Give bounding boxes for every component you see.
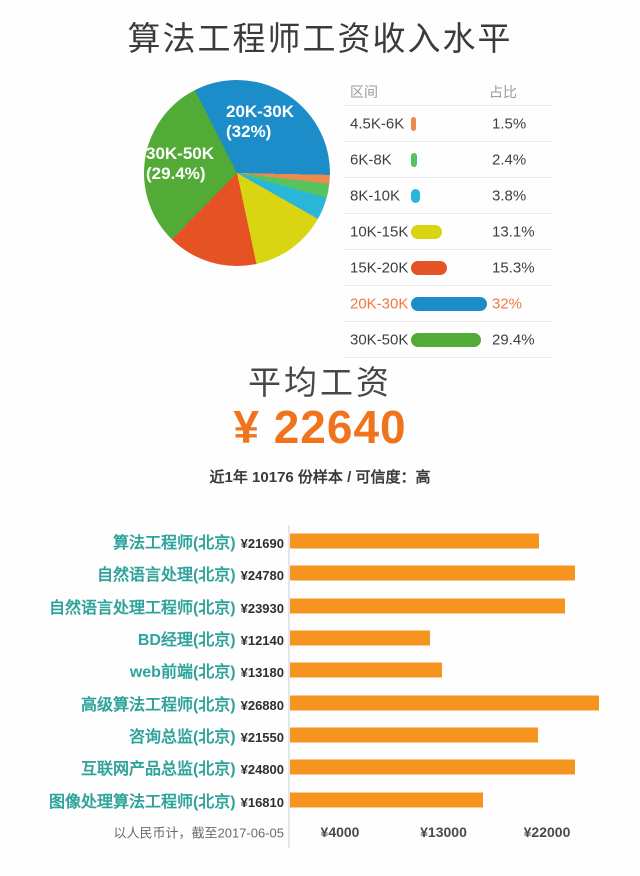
job-label: 自然语言处理(北京) ¥24780 [97,561,284,585]
job-label: 图像处理算法工程师(北京) ¥16810 [49,788,284,812]
share-value: 32% [492,295,523,312]
bar-row: 图像处理算法工程师(北京) ¥16810 [0,783,640,815]
x-axis-tick: ¥22000 [523,824,571,840]
share-pill [411,296,487,311]
range-label: 4.5K-6K [350,115,405,132]
x-axis-tick: ¥13000 [420,824,467,840]
average-salary-amount: ¥ 22640 [233,401,407,453]
share-pill [411,332,481,347]
bar-row: 互联网产品总监(北京) ¥24800 [0,751,640,783]
salary-distribution-pie-chart: 20K-30K (32%) 30K-50K (29.4%) [144,80,330,266]
job-salary-value: ¥16810 [240,794,284,810]
job-label: web前端(北京) ¥13180 [130,658,284,682]
share-pill [411,152,417,167]
range-label: 8K-10K [350,187,401,204]
salary-range-row: 4.5K-6K 1.5% [344,106,552,142]
salary-range-row: 20K-30K 32% [344,286,552,322]
job-salary-value: ¥24780 [240,568,284,584]
share-value: 29.4% [492,331,535,348]
job-salary-value: ¥26880 [240,697,284,713]
share-pill [411,116,416,131]
column-header-range: 区间 [350,84,378,100]
share-pill [411,188,420,203]
pie-label-line: 20K-30K [226,102,295,121]
salary-bar [290,662,442,678]
job-name: web前端(北京) [129,664,236,682]
range-label: 30K-50K [350,331,409,348]
job-salary-value: ¥21550 [240,729,284,745]
range-label: 20K-30K [350,295,409,312]
job-name: 图像处理算法工程师(北京) [48,793,236,811]
salary-range-row: 8K-10K 3.8% [344,178,552,214]
range-label: 15K-20K [350,259,409,276]
job-label: 咨询总监(北京) ¥21550 [129,723,284,747]
job-salary-value: ¥23930 [240,600,284,616]
range-label: 6K-8K [350,151,392,168]
job-label: 算法工程师(北京) ¥21690 [113,529,284,553]
share-pill [411,224,442,239]
share-value: 3.8% [492,187,527,204]
page-title: 算法工程师工资收入水平 [127,20,513,57]
job-name: 咨询总监(北京) [128,728,236,746]
bar-row: 高级算法工程师(北京) ¥26880 [0,686,640,718]
job-name: 自然语言处理(北京) [96,567,236,585]
job-label: BD经理(北京) ¥12140 [138,626,284,650]
job-label: 自然语言处理工程师(北京) ¥23930 [49,594,284,618]
salary-range-row: 15K-20K 15.3% [344,250,552,286]
salary-range-table: 区间 占比 4.5K-6K 1.5% 6K-8K 2.4% 8K-10K 3.8% 10K-… [344,78,552,358]
job-label: 互联网产品总监(北京) ¥24800 [81,755,284,779]
bar-chart-axis-line [288,525,290,848]
share-value: 1.5% [492,115,527,132]
salary-range-table-body: 4.5K-6K 1.5% 6K-8K 2.4% 8K-10K 3.8% 10K-15K 13.… [344,106,552,358]
salary-bar [290,727,538,743]
job-name: 互联网产品总监(北京) [80,761,236,779]
share-value: 15.3% [492,259,535,276]
pie-label-line: (32%) [226,122,272,141]
job-label: 高级算法工程师(北京) ¥26880 [81,691,284,715]
salary-bar [290,695,600,711]
salary-range-row: 10K-15K 13.1% [344,214,552,250]
salary-bar [290,565,575,581]
bar-row: 自然语言处理工程师(北京) ¥23930 [0,590,640,622]
pie-slice-label-20k-30k: 20K-30K (32%) [226,102,294,142]
job-salary-value: ¥24800 [240,762,284,778]
salary-bar [290,759,576,775]
average-salary-heading: 平均工资 [248,364,392,401]
job-name: 算法工程师(北京) [112,535,236,553]
salary-bar [290,533,540,549]
range-label: 10K-15K [350,223,409,240]
bar-row: 咨询总监(北京) ¥21550 [0,719,640,751]
job-salary-value: ¥21690 [240,536,284,552]
currency-footnote: 以人民币计，截至2017-06-05 [113,825,285,841]
salary-bar [290,792,484,808]
bar-chart-x-axis: 以人民币计，截至2017-06-05 ¥4000 ¥13000 ¥22000 [0,816,640,848]
bar-row: web前端(北京) ¥13180 [0,654,640,686]
bar-row: BD经理(北京) ¥12140 [0,622,640,654]
salary-range-table-header: 区间 占比 [344,78,552,106]
job-salary-value: ¥13180 [240,665,284,681]
pie-label-line: 30K-50K [146,144,215,163]
bar-row: 自然语言处理(北京) ¥24780 [0,557,640,589]
job-salary-value: ¥12140 [240,633,284,649]
salary-bar [290,598,566,614]
sample-note: 近1年 10176 份样本 / 可信度：高 [209,469,431,486]
job-name: 高级算法工程师(北京) [80,696,236,714]
salary-bar [290,630,430,646]
salary-range-row: 6K-8K 2.4% [344,142,552,178]
job-name: 自然语言处理工程师(北京) [48,599,236,617]
salary-range-row: 30K-50K 29.4% [344,322,552,358]
share-pill [411,260,448,275]
share-value: 2.4% [492,151,527,168]
bar-row: 算法工程师(北京) ¥21690 [0,525,640,557]
share-value: 13.1% [492,223,535,240]
pie-label-line: (29.4%) [146,164,206,183]
pie-slice-label-30k-50k: 30K-50K (29.4%) [146,144,214,184]
job-name: BD经理(北京) [137,632,236,650]
job-salary-bar-chart: 算法工程师(北京) ¥21690 自然语言处理(北京) ¥24780 自然语言处理工程师… [0,525,640,816]
column-header-share: 占比 [489,84,517,100]
x-axis-tick: ¥4000 [320,824,360,840]
